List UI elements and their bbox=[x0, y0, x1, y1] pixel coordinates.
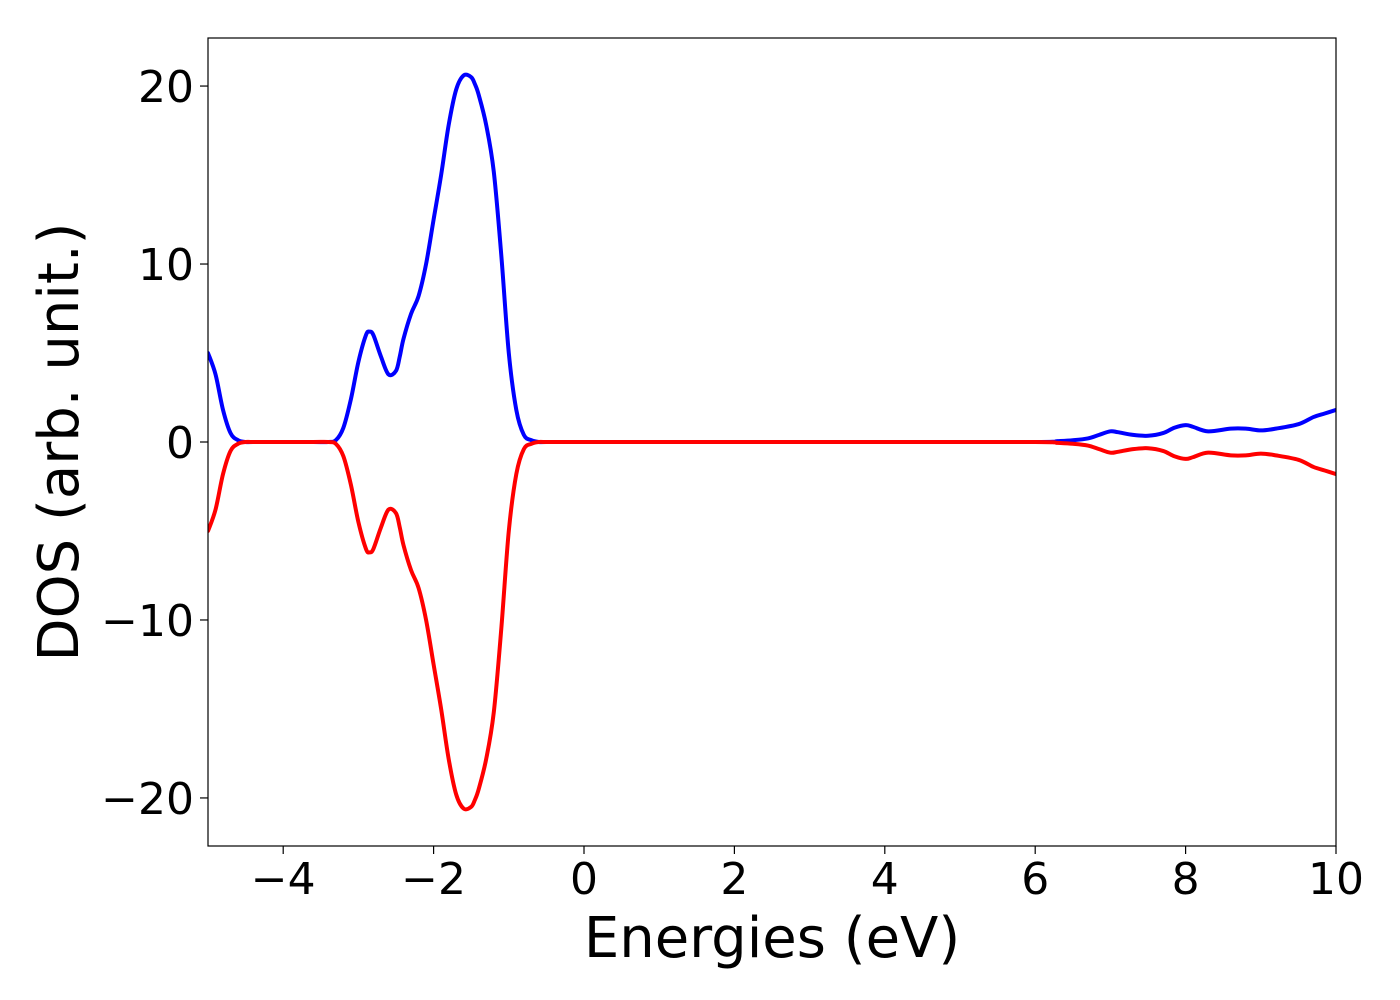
x-tick-label: 4 bbox=[871, 854, 899, 905]
series-line-2 bbox=[208, 439, 1336, 812]
series-layer bbox=[208, 72, 1336, 812]
series-line-1 bbox=[208, 72, 1336, 445]
x-axis-ticks: −4 −2 0 2 4 6 8 10 bbox=[251, 846, 1364, 905]
y-axis-ticks: 20 10 0 −10 −20 bbox=[101, 62, 208, 825]
x-axis-label: Energies (eV) bbox=[584, 906, 960, 971]
x-tick-label: 0 bbox=[570, 854, 598, 905]
x-tick-label: 6 bbox=[1021, 854, 1049, 905]
y-axis-label: DOS (arb. unit.) bbox=[27, 222, 92, 661]
y-tick-label: −10 bbox=[101, 596, 194, 647]
y-tick-label: 10 bbox=[138, 240, 194, 291]
y-tick-label: −20 bbox=[101, 774, 194, 825]
x-tick-label: 2 bbox=[720, 854, 748, 905]
y-tick-label: 0 bbox=[166, 418, 194, 469]
x-tick-label: −2 bbox=[401, 854, 466, 905]
x-tick-label: 8 bbox=[1172, 854, 1200, 905]
x-tick-label: 10 bbox=[1308, 854, 1364, 905]
y-tick-label: 20 bbox=[138, 62, 194, 113]
x-tick-label: −4 bbox=[251, 854, 316, 905]
